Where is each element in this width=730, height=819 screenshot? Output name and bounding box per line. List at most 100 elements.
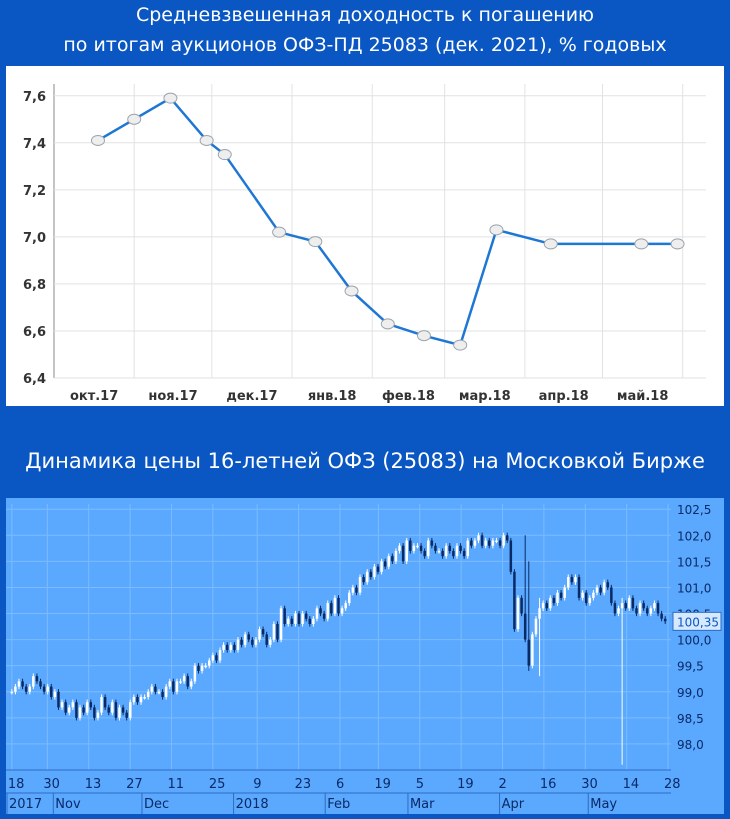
price-candle-body [620, 603, 624, 609]
price-candle-body [322, 613, 326, 619]
price-candle-body [82, 707, 85, 713]
y-tick-label: 7,4 [23, 137, 46, 152]
price-candle-body [46, 686, 49, 692]
yield-data-point [217, 149, 232, 161]
price-candle-body [333, 597, 337, 614]
y-tick-label: 7,2 [23, 184, 46, 199]
x-tick-label: янв.18 [308, 389, 357, 404]
price-candle-body [225, 644, 229, 651]
price-candle-body [466, 540, 470, 557]
price-candle-body [21, 681, 24, 687]
price-y-tick-label: 98,0 [677, 738, 704, 752]
yield-line-chart: 6,4 6,6 6,8 7,0 7,2 7,4 7,6 окт.17 ноя.17 дек.17 я… [23, 84, 706, 404]
yield-chart-title: Средневзвешенная доходность к погашению … [0, 0, 730, 66]
price-y-tick-label: 99,5 [677, 660, 704, 674]
price-x-tick-label: 30 [581, 777, 598, 792]
yield-chart-title-line1: Средневзвешенная доходность к погашению [135, 4, 595, 26]
price-candle-body [527, 639, 531, 666]
price-candle-body [10, 691, 14, 694]
price-candle-body [32, 676, 35, 687]
yield-data-point [308, 236, 323, 248]
price-period-label: Nov [55, 797, 81, 812]
price-candle-body [383, 561, 387, 567]
price-candle-body [233, 644, 236, 651]
price-candle-body [312, 618, 315, 624]
price-candle-body [35, 676, 39, 682]
price-candle-body [459, 545, 462, 551]
price-candle-body [520, 597, 523, 614]
price-candle-body [477, 535, 480, 541]
price-candle-body [355, 587, 358, 593]
price-candle-body [531, 634, 534, 666]
price-y-tick-label: 100,0 [677, 634, 711, 648]
price-period-label: Dec [144, 797, 169, 812]
price-candle-body [286, 618, 290, 624]
price-candle-body [498, 540, 502, 546]
price-candle-body [190, 681, 193, 687]
price-candle-body [602, 582, 606, 593]
price-candle-body [649, 608, 653, 614]
price-candle-body [495, 540, 498, 543]
price-candle-body [437, 550, 441, 553]
price-x-tick-label: 25 [209, 777, 226, 792]
price-candle-body [161, 691, 164, 697]
price-candle-body [17, 681, 21, 687]
price-candle-body [509, 540, 513, 572]
y-tick-label: 7,6 [23, 90, 46, 105]
price-candle-body [534, 618, 538, 635]
price-candle-body [592, 592, 595, 598]
price-candle-body [599, 587, 602, 593]
price-candle-body [100, 696, 103, 713]
price-candle-body [577, 577, 581, 598]
price-candle-body [150, 686, 154, 692]
price-candle-body [344, 603, 347, 609]
price-x-tick-label: 5 [416, 777, 424, 792]
price-candle-body [362, 577, 365, 583]
x-tick-label: мар.18 [459, 389, 511, 404]
price-candle-body [75, 702, 78, 718]
price-candle-body [391, 556, 394, 562]
price-candle-body [584, 592, 588, 604]
last-price-box [672, 611, 722, 631]
price-candle-body [85, 702, 89, 713]
price-candle-body [60, 702, 64, 708]
price-x-tick-label: 6 [336, 777, 344, 792]
price-x-tick-label: 19 [457, 777, 474, 792]
price-candle-body [348, 592, 351, 604]
price-y-tick-label: 99,0 [677, 686, 704, 700]
yield-data-point [90, 134, 105, 146]
price-candle-body [663, 618, 667, 622]
price-x-tick-label: 23 [295, 777, 312, 792]
price-candle-body [394, 550, 398, 562]
yield-data-point [344, 285, 359, 297]
price-candle-body [452, 550, 455, 557]
price-x-tick-label: 16 [540, 777, 557, 792]
price-candle-body [588, 597, 592, 604]
price-candle-body [556, 592, 559, 604]
price-x-tick-label: 27 [126, 777, 143, 792]
price-candle-body [387, 556, 391, 567]
price-x-tick-label: 9 [253, 777, 261, 792]
price-candle-body [125, 712, 128, 718]
price-candle-body [631, 597, 635, 609]
price-x-tick-label: 14 [623, 777, 640, 792]
price-x-tick-label: 11 [168, 777, 185, 792]
price-candle-body [549, 597, 552, 609]
price-candle-body [28, 686, 32, 692]
price-candle-body [53, 691, 57, 697]
price-candle-body [172, 681, 175, 692]
price-candle-body [358, 577, 362, 593]
price-candle-body [294, 613, 297, 624]
x-tick-label: дек.17 [226, 389, 277, 404]
price-candle-body [269, 639, 272, 645]
price-candle-body [283, 608, 286, 624]
price-candle-body [154, 686, 157, 692]
price-candle-body [376, 566, 380, 572]
price-candle-body [635, 608, 638, 614]
price-candle-body [638, 603, 642, 614]
price-candle-body [480, 535, 484, 546]
price-candle-body [204, 665, 207, 668]
price-candle-body [441, 550, 444, 557]
price-candle-body [146, 691, 150, 697]
price-candle-body [642, 603, 645, 609]
